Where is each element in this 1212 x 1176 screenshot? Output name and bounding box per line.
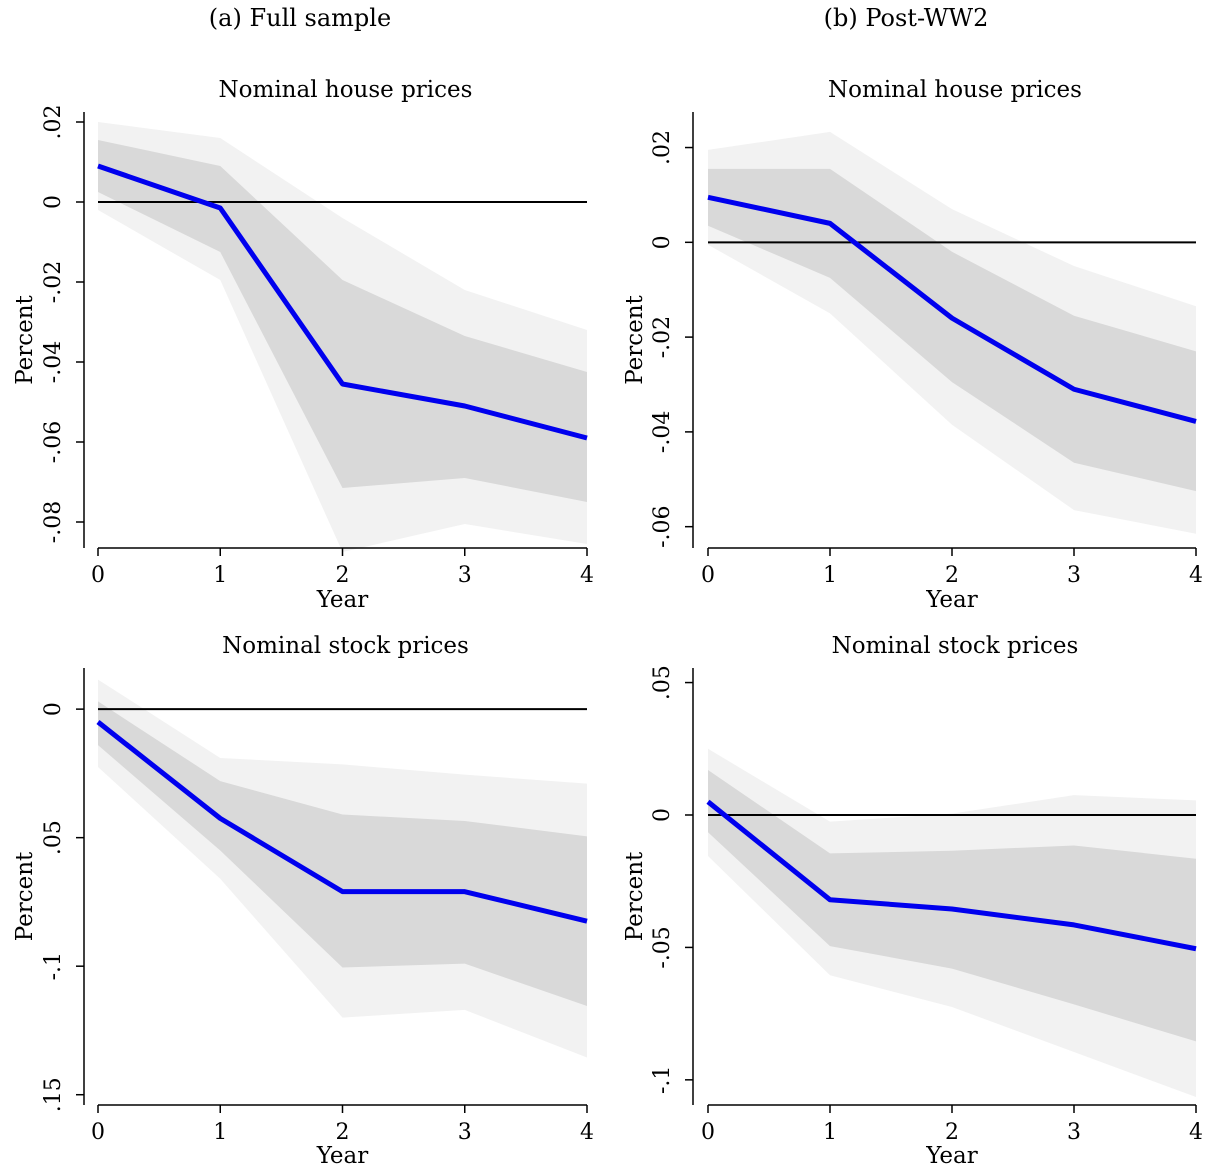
y-tick-label: 0 — [41, 702, 66, 716]
chart-panel-2: .02 0 -.02 -.04 -.06 0 1 2 3 4 Nominal house price… — [622, 77, 1203, 613]
x-tick-label: 3 — [458, 1120, 472, 1145]
x-tick-label: 1 — [213, 563, 227, 588]
y-tick-label: .02 — [41, 105, 66, 140]
x-axis-label: Year — [925, 1143, 978, 1169]
chart-panel-1: .02 0 -.02 -.04 -.06 -.08 0 1 2 3 4 Nominal house p… — [12, 77, 594, 613]
y-tick-label: -.02 — [41, 261, 66, 303]
x-tick-label: 4 — [580, 563, 594, 588]
x-tick-label: 3 — [1067, 1120, 1081, 1145]
x-tick-label: 2 — [945, 563, 959, 588]
x-tick-label: 2 — [945, 1120, 959, 1145]
y-axis-label: Percent — [622, 294, 648, 384]
column-title-full-sample: (a) Full sample — [208, 4, 392, 32]
y-tick-label: 0 — [650, 235, 675, 249]
y-tick-label: -.1 — [41, 952, 66, 980]
x-tick-label: 0 — [91, 563, 105, 588]
x-tick-label: 1 — [823, 563, 837, 588]
y-tick-label: -.1 — [650, 1066, 675, 1094]
x-axis-label: Year — [925, 587, 978, 613]
y-tick-label: .15 — [41, 1077, 66, 1112]
y-tick-label: 0 — [41, 195, 66, 209]
chart-panel-3: 0 .05 -.1 .15 0 1 2 3 4 Nominal stock prices Year P… — [12, 633, 594, 1169]
chart-title: Nominal stock prices — [832, 633, 1079, 659]
x-tick-label: 4 — [1189, 563, 1203, 588]
y-tick-label: -.08 — [41, 501, 66, 543]
y-tick-label: -.06 — [650, 505, 675, 547]
x-tick-label: 1 — [823, 1120, 837, 1145]
x-tick-label: 1 — [213, 1120, 227, 1145]
confidence-band-68 — [98, 701, 587, 1007]
x-tick-label: 4 — [580, 1120, 594, 1145]
confidence-band-68 — [708, 168, 1196, 492]
y-tick-label: -.06 — [41, 421, 66, 463]
chart-title: Nominal stock prices — [222, 633, 469, 659]
y-tick-label: -.05 — [650, 926, 675, 968]
x-tick-label: 2 — [336, 1120, 350, 1145]
chart-panel-4: .05 0 -.05 -.1 0 1 2 3 4 Nominal stock prices Year… — [622, 633, 1203, 1169]
confidence-band-68 — [708, 769, 1196, 1042]
y-tick-label: -.04 — [41, 341, 66, 383]
y-tick-label: .05 — [41, 820, 66, 855]
y-axis-label: Percent — [12, 851, 38, 941]
x-tick-label: 2 — [336, 563, 350, 588]
x-axis-label: Year — [316, 587, 369, 613]
chart-title: Nominal house prices — [828, 77, 1082, 103]
chart-title: Nominal house prices — [219, 77, 473, 103]
x-axis-label: Year — [316, 1143, 369, 1169]
y-tick-label: .05 — [650, 665, 675, 700]
column-title-post-ww2: (b) Post-WW2 — [823, 4, 989, 32]
x-tick-label: 0 — [701, 563, 715, 588]
y-tick-label: -.02 — [650, 316, 675, 358]
x-tick-label: 3 — [1067, 563, 1081, 588]
x-tick-label: 0 — [91, 1120, 105, 1145]
y-tick-label: -.04 — [650, 411, 675, 453]
y-tick-label: .02 — [650, 130, 675, 165]
x-tick-label: 4 — [1189, 1120, 1203, 1145]
y-axis-label: Percent — [12, 294, 38, 384]
x-tick-label: 0 — [701, 1120, 715, 1145]
y-tick-label: 0 — [650, 808, 675, 822]
x-tick-label: 3 — [458, 563, 472, 588]
confidence-band-68 — [98, 140, 587, 502]
y-axis-label: Percent — [622, 851, 648, 941]
